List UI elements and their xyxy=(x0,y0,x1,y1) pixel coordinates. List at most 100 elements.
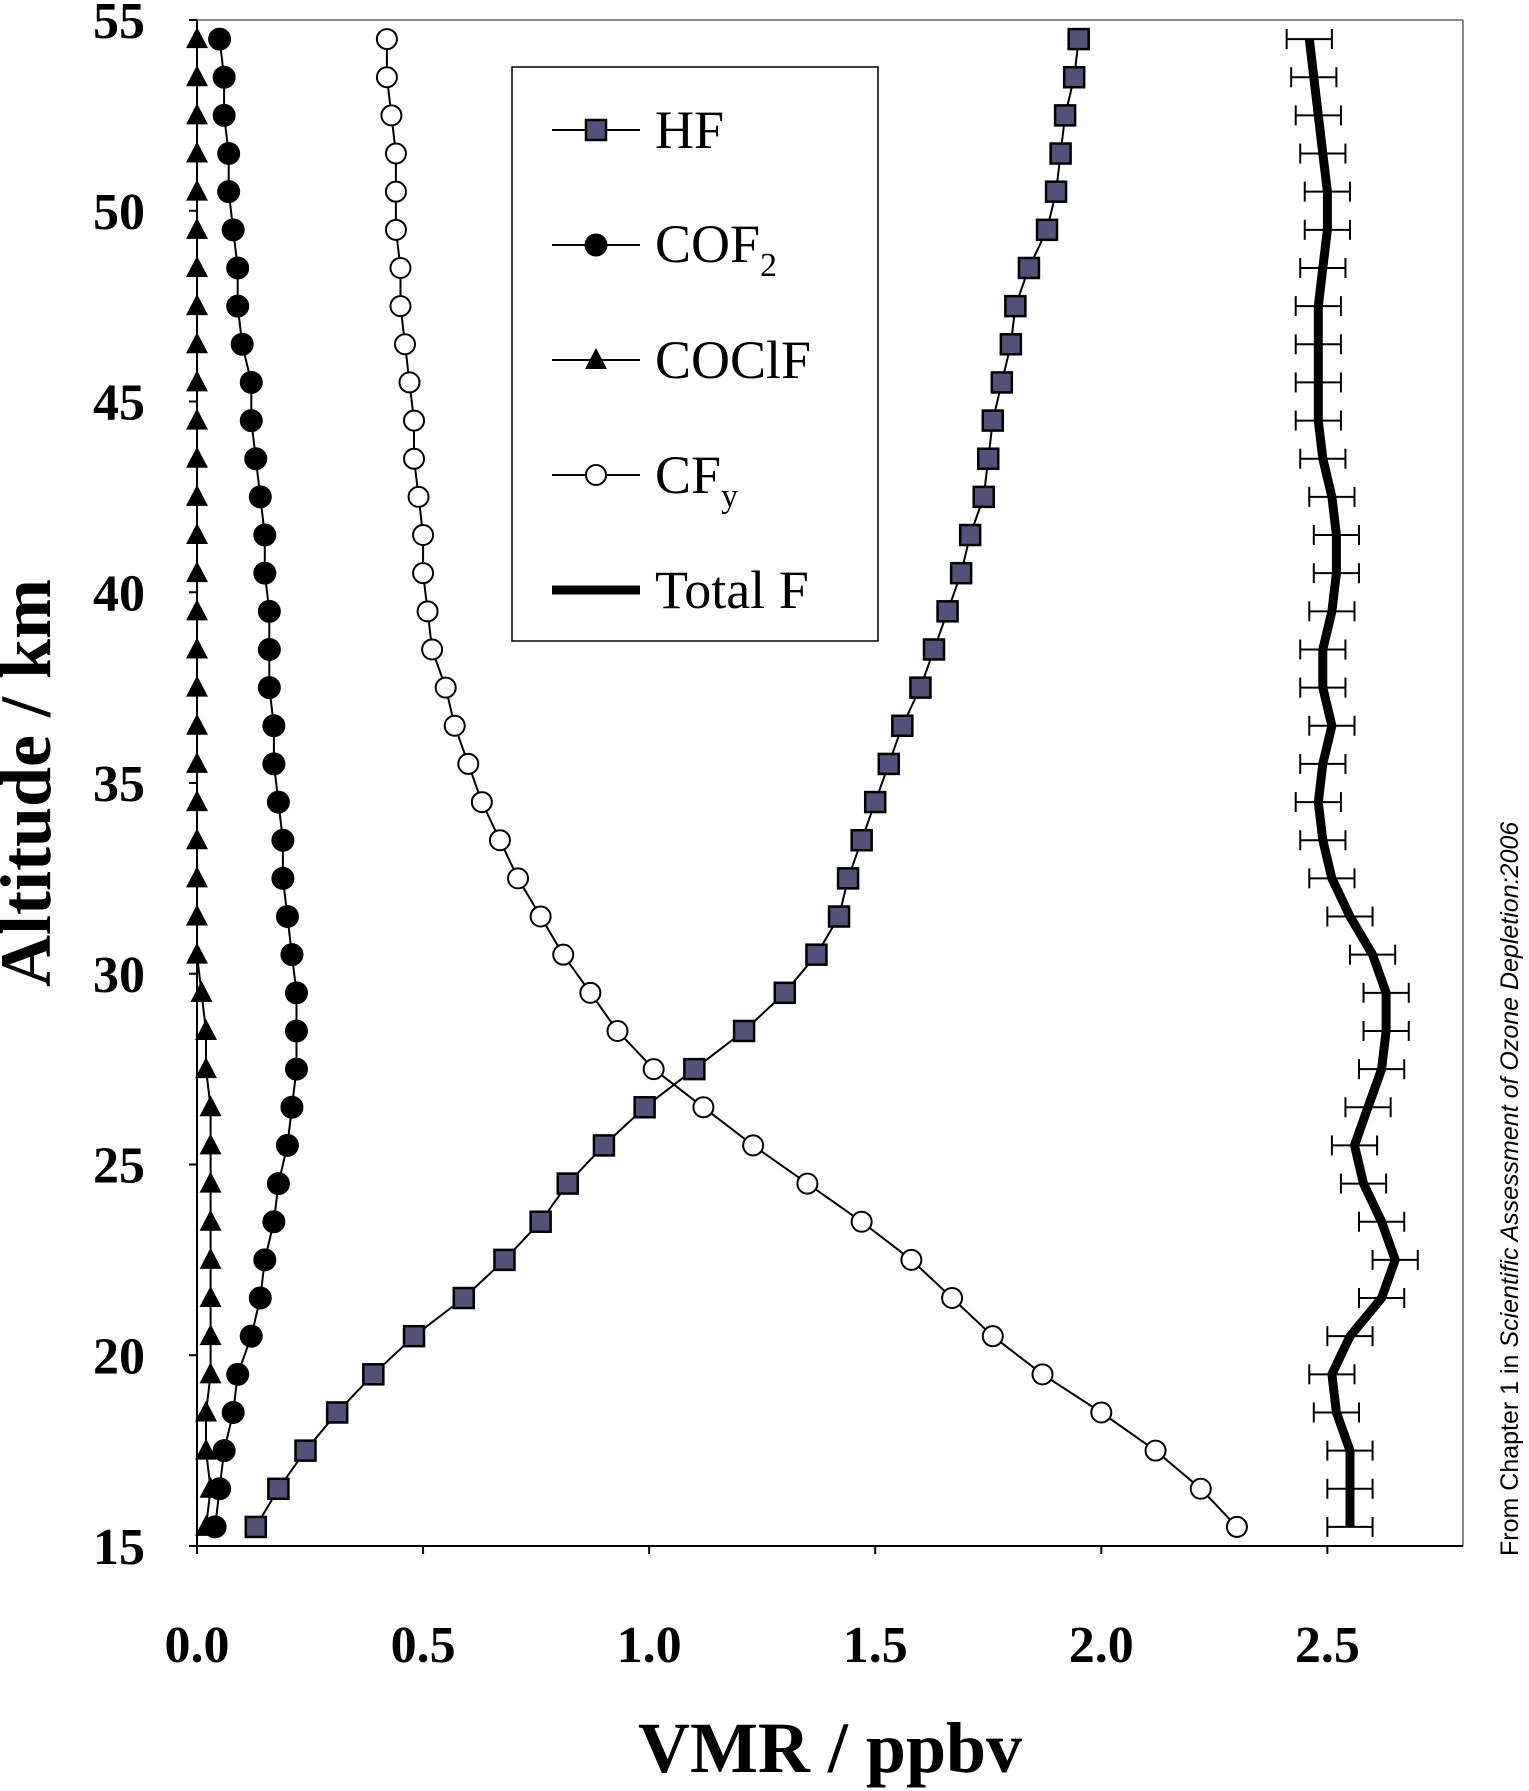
series-coclf-point xyxy=(199,1095,222,1117)
series-cfy-point xyxy=(403,409,426,432)
series-hf-point xyxy=(452,1286,476,1310)
series-cof2-point xyxy=(262,1210,286,1234)
legend-box xyxy=(511,66,879,642)
series-hf-point xyxy=(836,867,860,890)
legend-label-coclf: COClF xyxy=(655,330,811,390)
series-hf-point xyxy=(556,1172,580,1195)
series-cfy-point xyxy=(1189,1477,1212,1500)
series-cfy-point xyxy=(900,1248,923,1271)
error-bar xyxy=(1326,1516,1374,1537)
series-hf-point xyxy=(493,1248,516,1272)
error-bar xyxy=(1326,1326,1374,1347)
legend-label-cfy-sub: y xyxy=(721,478,738,515)
series-cof2-point xyxy=(226,1362,250,1386)
series-cof2-point xyxy=(212,103,236,127)
error-bar xyxy=(1299,830,1347,851)
series-cof2-point xyxy=(253,1248,277,1272)
y-axis-ticks: 15 20 25 30 35 40 45 50 55 xyxy=(93,0,197,1576)
series-cof2-point xyxy=(253,523,277,547)
series-hf-point xyxy=(294,1439,317,1462)
error-bar xyxy=(1299,753,1347,774)
x-tick-label: 0.0 xyxy=(165,1617,230,1674)
series-cfy-point xyxy=(1225,1515,1248,1538)
error-bar xyxy=(1299,677,1347,698)
series-hf-point xyxy=(732,1019,756,1043)
series-cfy-point xyxy=(393,333,416,356)
series-coclf-point xyxy=(199,1324,222,1346)
error-bar xyxy=(1308,1364,1356,1385)
series-hf-point xyxy=(990,371,1014,394)
series-cof2-point xyxy=(239,1324,263,1348)
error-bar xyxy=(1285,29,1333,50)
series-cfy-point xyxy=(434,676,457,699)
series-cfy-point xyxy=(742,1134,765,1157)
series-cof2-point xyxy=(208,27,232,51)
series-hf-point xyxy=(773,981,797,1005)
series-cof2-point xyxy=(212,1439,236,1463)
x-tick-label: 1.5 xyxy=(843,1617,908,1674)
error-bar xyxy=(1330,1135,1379,1156)
series-total-f-line xyxy=(1304,38,1400,1527)
series-cof2-point xyxy=(257,676,281,700)
series-cfy-point xyxy=(1090,1401,1113,1424)
series-coclf-point xyxy=(199,1133,222,1155)
series-cfy-point xyxy=(412,562,435,585)
series-cfy-point xyxy=(796,1172,819,1195)
source-credit-prefix: From Chapter 1 in xyxy=(1496,1348,1524,1556)
series-cfy-point xyxy=(375,66,398,89)
series-cof2-point xyxy=(275,905,299,929)
series-hf-point xyxy=(972,485,995,509)
error-bar xyxy=(1294,296,1342,317)
error-bar xyxy=(1358,1211,1406,1232)
series-cfy xyxy=(375,28,1248,1538)
series-cfy-point xyxy=(470,791,493,814)
series-hf-point xyxy=(936,600,959,623)
series-coclf-point xyxy=(195,1057,218,1079)
y-tick-label: 15 xyxy=(93,1519,145,1576)
series-hf-point xyxy=(891,714,914,738)
legend-label-total-f: Total F xyxy=(655,560,809,620)
series-cof2-point xyxy=(248,1286,272,1310)
series-coclf-point xyxy=(199,1209,222,1231)
series-cfy-point xyxy=(850,1210,873,1233)
series-hf-point xyxy=(1049,142,1072,165)
x-axis-title: VMR / ppbv xyxy=(638,1708,1022,1788)
error-bar xyxy=(1362,1020,1410,1041)
legend-marker-hf xyxy=(584,118,608,142)
series-cfy-line xyxy=(385,39,1238,1528)
error-bar xyxy=(1294,105,1342,126)
series-cof2-point xyxy=(284,1019,308,1043)
series-coclf-point xyxy=(199,1476,222,1498)
series-cfy-point xyxy=(488,829,511,852)
y-tick-label: 50 xyxy=(93,184,145,241)
y-tick-label: 45 xyxy=(93,375,145,432)
error-bar xyxy=(1312,1402,1361,1423)
series-hf-point xyxy=(805,943,828,966)
series-cfy-point xyxy=(507,867,530,890)
series-coclf-point xyxy=(199,1362,222,1384)
legend-label-hf: HF xyxy=(655,100,724,160)
series-cfy-point xyxy=(1144,1439,1167,1462)
series-hf-point xyxy=(1044,180,1068,203)
series-cfy-point xyxy=(579,981,602,1004)
series-cof2-point xyxy=(239,370,263,394)
series-hf-point xyxy=(877,752,901,776)
series-hf-point xyxy=(1067,27,1090,51)
series-cof2-point xyxy=(266,1172,290,1196)
series-hf-point xyxy=(325,1401,349,1424)
error-bar xyxy=(1299,448,1347,469)
series-cof2-point xyxy=(221,1400,245,1424)
x-tick-label: 1.0 xyxy=(617,1617,682,1674)
series-cof2-point xyxy=(248,485,272,509)
error-bar xyxy=(1299,143,1347,164)
series-cfy-point xyxy=(1031,1363,1054,1386)
series-hf-point xyxy=(592,1134,616,1157)
y-tick-label: 35 xyxy=(93,756,145,813)
error-bar xyxy=(1294,410,1342,431)
series-hf-point xyxy=(1035,218,1059,242)
error-bar xyxy=(1348,944,1397,965)
series-cfy-point xyxy=(457,752,480,775)
series-cof2-point xyxy=(226,294,250,318)
series-cof2-point xyxy=(221,218,245,242)
